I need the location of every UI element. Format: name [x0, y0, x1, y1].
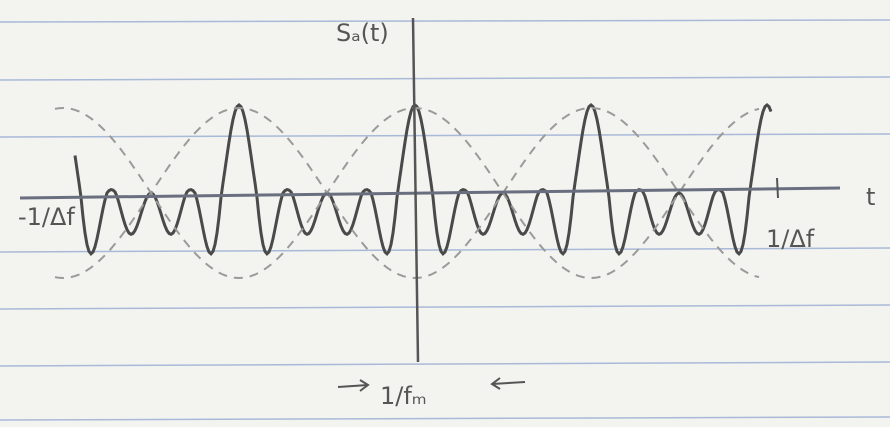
ruled-line	[0, 416, 890, 421]
t-axis	[19, 186, 841, 200]
arrow-left	[490, 377, 526, 390]
left-label: -1/Δf	[18, 203, 75, 231]
y-axis-label: Sₐ(t)	[336, 19, 389, 47]
ruled-line	[0, 304, 890, 310]
bottom-label: 1/fₘ	[380, 382, 427, 410]
ruled-line	[0, 361, 890, 367]
right-label: 1/Δf	[766, 225, 815, 253]
s-axis	[411, 17, 420, 363]
ruled-lines	[0, 19, 890, 421]
x-axis-label: t	[866, 183, 875, 211]
tick	[776, 177, 779, 199]
curves	[54, 103, 773, 280]
ruled-line	[0, 19, 890, 23]
arrows	[337, 377, 526, 392]
ruled-line	[0, 133, 890, 138]
arrow-right	[337, 379, 370, 392]
ruled-line	[0, 76, 890, 81]
